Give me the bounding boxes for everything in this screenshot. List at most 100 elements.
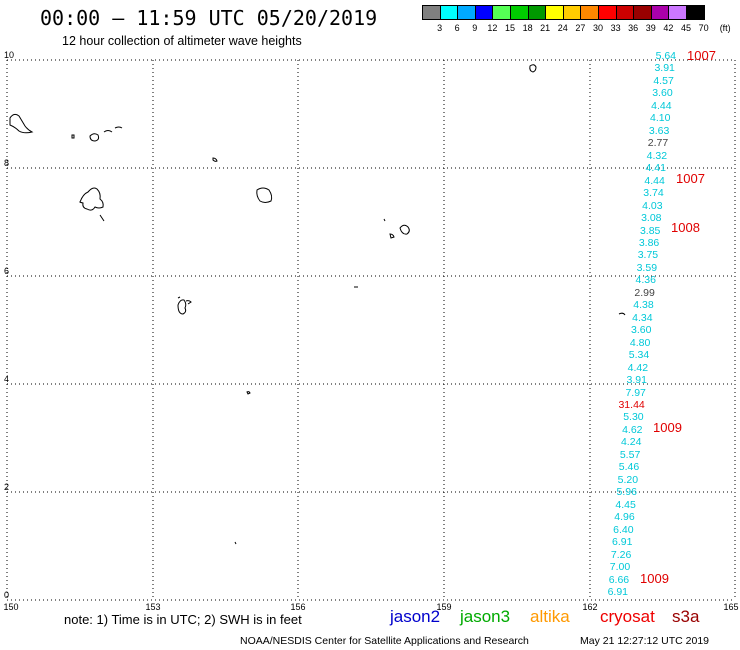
island-outline [89, 133, 100, 142]
satellite-label-jason3: jason3 [460, 607, 511, 626]
island-outline [103, 130, 113, 133]
wave-height-value: 4.03 [642, 199, 663, 212]
wave-height-value: 31.44 [618, 399, 645, 412]
wave-height-value: 3.91 [654, 62, 675, 75]
color-swatch [686, 5, 705, 20]
wave-height-value: 7.26 [610, 548, 632, 561]
wave-height-value: 4.24 [620, 436, 642, 449]
lat-lon-grid [6, 59, 736, 601]
wave-height-value: 4.45 [615, 498, 636, 511]
island-outline [383, 218, 386, 222]
wave-height-value: 5.30 [623, 411, 644, 424]
color-scale-label: 12 [487, 23, 498, 33]
color-scale-label: 18 [522, 23, 533, 33]
latitude-label: 10 [4, 50, 15, 60]
wave-height-value: 4.38 [633, 299, 654, 312]
color-scale-label: 42 [663, 23, 674, 33]
wave-height-value: 5.34 [628, 349, 650, 362]
color-scale-label: 21 [540, 23, 551, 33]
wave-height-value: 4.42 [627, 361, 649, 374]
wave-height-value: 3.08 [641, 212, 662, 225]
island-outline [212, 157, 218, 162]
wave-height-value: 4.44 [651, 99, 672, 112]
latitude-label: 8 [4, 158, 10, 168]
island-outline [177, 299, 187, 315]
island-outline [389, 233, 395, 239]
satellite-label-cryosat: cryosat [600, 607, 655, 626]
island-outline [399, 224, 410, 235]
wave-height-value: 4.62 [622, 423, 643, 436]
wave-height-value: 4.96 [614, 511, 635, 524]
color-scale-label: 15 [504, 23, 516, 33]
wave-height-value: 5.96 [616, 486, 637, 499]
color-scale-label: 3 [437, 23, 443, 33]
wave-height-value: 4.34 [632, 311, 653, 324]
island-outline [79, 187, 104, 211]
island-outline [185, 300, 192, 305]
wave-height-value: 3.74 [643, 187, 664, 200]
island-outline [9, 113, 34, 134]
wave-height-value: 4.41 [645, 162, 666, 175]
wave-height-value: 6.66 [608, 573, 630, 586]
color-scale-label: 39 [645, 23, 656, 33]
wave-height-value: 2.99 [634, 286, 655, 299]
island-outline [618, 312, 626, 316]
color-scale-label: 6 [454, 23, 460, 33]
island-outline [71, 134, 75, 139]
satellite-label-jason2: jason2 [390, 607, 441, 626]
longitude-label: 159 [436, 602, 452, 612]
color-scale-label: 36 [628, 23, 639, 33]
satellite-label-altika: altika [530, 607, 570, 626]
wave-height-value: 7.00 [609, 561, 631, 574]
island-outline [234, 541, 237, 545]
note-text: note: 1) Time is in UTC; 2) SWH is in fe… [64, 612, 302, 627]
pressure-label: 1007 [687, 48, 716, 63]
wave-height-value: 5.46 [618, 461, 640, 474]
map-subtitle: 12 hour collection of altimeter wave hei… [62, 34, 302, 48]
longitude-label: 153 [145, 602, 161, 612]
color-scale-label: 9 [472, 23, 478, 33]
wave-height-value: 6.91 [607, 586, 628, 598]
wave-height-value: 7.97 [625, 386, 646, 399]
pressure-label: 1007 [676, 171, 705, 186]
island-outline [256, 187, 273, 203]
latitude-label: 0 [4, 590, 10, 600]
latitude-label: 2 [4, 482, 10, 492]
island-outline [529, 64, 537, 73]
wave-height-value: 5.20 [617, 473, 639, 486]
wave-height-value: 3.86 [638, 236, 660, 249]
satellite-label-s3a: s3a [672, 607, 700, 626]
island-outline [114, 126, 123, 129]
latitude-label: 4 [4, 374, 10, 384]
color-scale-label: 30 [592, 23, 604, 33]
footer-agency: NOAA/NESDIS Center for Satellite Applica… [240, 635, 529, 647]
island-outline [246, 391, 251, 395]
wave-height-value: 3.59 [636, 261, 658, 274]
wave-height-value: 5.57 [619, 448, 641, 461]
wave-height-value: 3.75 [637, 249, 659, 262]
wave-height-value: 6.40 [613, 523, 634, 536]
wave-height-value: 4.57 [653, 74, 674, 87]
wave-height-value: 3.60 [631, 324, 652, 337]
longitude-label: 150 [3, 602, 19, 612]
longitude-label: 165 [723, 602, 739, 612]
color-scale-label: 45 [680, 23, 692, 33]
wave-height-value: 4.36 [635, 274, 656, 287]
wave-height-value: 3.91 [626, 374, 647, 387]
wave-height-value: 4.32 [646, 149, 668, 162]
pressure-label: 1008 [671, 220, 700, 235]
latitude-label: 6 [4, 266, 10, 276]
wave-height-value: 3.60 [652, 87, 673, 100]
island-outline [99, 214, 105, 222]
map-title: 00:00 – 11:59 UTC 05/20/2019 [40, 6, 378, 30]
wave-height-value: 2.77 [647, 137, 669, 150]
color-scale-label: (ft) [719, 23, 731, 33]
color-scale-label: 24 [557, 23, 568, 33]
pressure-label: 1009 [653, 420, 682, 435]
color-scale-label: 27 [575, 23, 586, 33]
wave-height-value: 4.80 [629, 336, 651, 349]
color-scale-label: 70 [698, 23, 709, 33]
wave-height-value: 3.63 [648, 124, 670, 137]
longitude-label: 156 [290, 602, 306, 612]
